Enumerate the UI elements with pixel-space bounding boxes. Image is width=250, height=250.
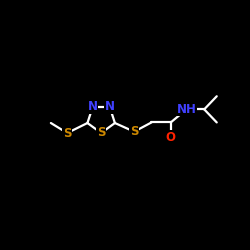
Text: S: S [97, 126, 106, 140]
Text: S: S [130, 125, 138, 138]
Text: N: N [88, 100, 98, 113]
Text: N: N [105, 100, 115, 113]
Text: S: S [63, 126, 72, 140]
Text: NH: NH [176, 103, 197, 116]
Text: O: O [166, 131, 176, 144]
